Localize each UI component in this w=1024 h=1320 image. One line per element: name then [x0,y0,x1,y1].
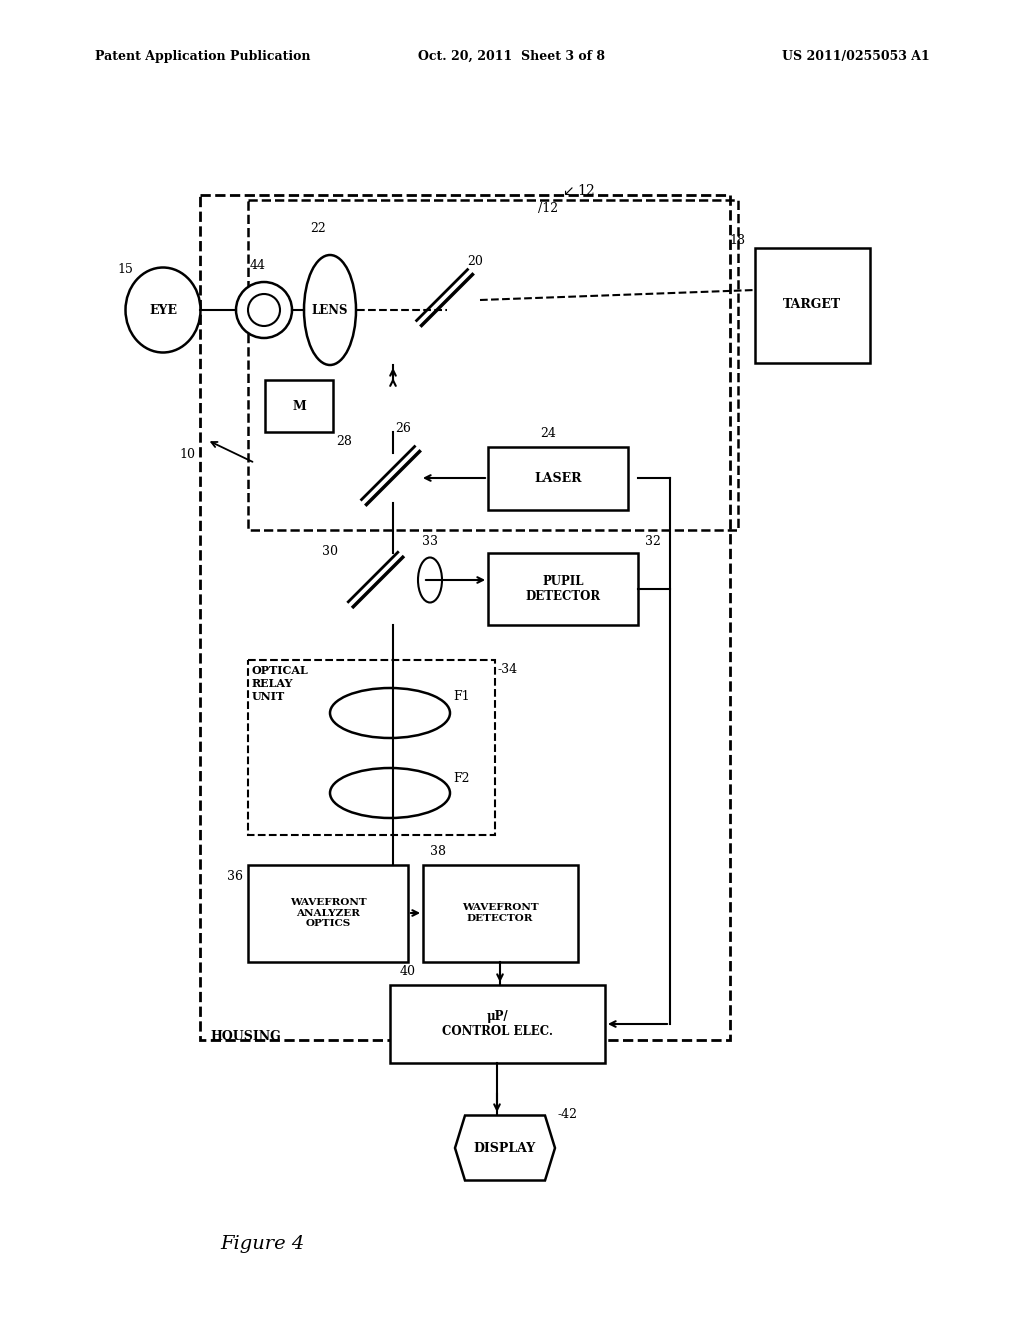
Text: Oct. 20, 2011  Sheet 3 of 8: Oct. 20, 2011 Sheet 3 of 8 [419,50,605,63]
Text: HOUSING: HOUSING [210,1030,281,1043]
Polygon shape [455,1115,555,1180]
Text: Patent Application Publication: Patent Application Publication [95,50,310,63]
Text: F2: F2 [453,772,469,785]
Text: 40: 40 [400,965,416,978]
Bar [248,865,408,962]
Text: LASER: LASER [535,471,582,484]
Text: 36: 36 [227,870,243,883]
Bar [488,553,638,624]
Text: OPTICAL
RELAY
UNIT: OPTICAL RELAY UNIT [252,665,309,702]
Text: 33: 33 [422,535,438,548]
Text: 22: 22 [310,222,326,235]
Text: US 2011/0255053 A1: US 2011/0255053 A1 [782,50,930,63]
Text: 20: 20 [467,255,483,268]
Text: μP/
CONTROL ELEC.: μP/ CONTROL ELEC. [441,1010,553,1038]
Bar [200,195,730,1040]
Ellipse shape [418,557,442,602]
Text: 32: 32 [645,535,660,548]
Bar [248,201,738,531]
Text: 10: 10 [179,449,195,462]
Text: EYE: EYE [150,304,177,317]
Text: $\swarrow$12: $\swarrow$12 [560,183,595,198]
Bar [755,248,870,363]
Text: 24: 24 [540,426,556,440]
Text: LENS: LENS [311,304,348,317]
Ellipse shape [126,268,201,352]
Circle shape [248,294,280,326]
Text: PUPIL
DETECTOR: PUPIL DETECTOR [525,576,600,603]
Text: -34: -34 [497,663,517,676]
Text: Figure 4: Figure 4 [220,1236,304,1253]
Bar [423,865,578,962]
Bar [390,985,605,1063]
Bar [248,660,495,836]
Text: F1: F1 [453,690,470,704]
Text: 28: 28 [336,436,352,447]
Text: 26: 26 [395,422,411,436]
Text: -42: -42 [558,1107,578,1121]
Bar [488,447,628,510]
Text: 30: 30 [322,545,338,558]
Bar [265,380,333,432]
Ellipse shape [304,255,356,366]
Ellipse shape [330,768,450,818]
Text: WAVEFRONT
ANALYZER
OPTICS: WAVEFRONT ANALYZER OPTICS [290,898,367,928]
Text: DISPLAY: DISPLAY [474,1142,537,1155]
Circle shape [236,282,292,338]
Text: WAVEFRONT
DETECTOR: WAVEFRONT DETECTOR [462,903,539,923]
Text: TARGET: TARGET [783,298,841,312]
Text: M: M [292,400,306,412]
Ellipse shape [330,688,450,738]
Text: /12: /12 [538,202,558,215]
Text: 18: 18 [729,234,745,247]
Text: 38: 38 [430,845,446,858]
Text: 44: 44 [250,259,266,272]
Text: 15: 15 [117,263,133,276]
